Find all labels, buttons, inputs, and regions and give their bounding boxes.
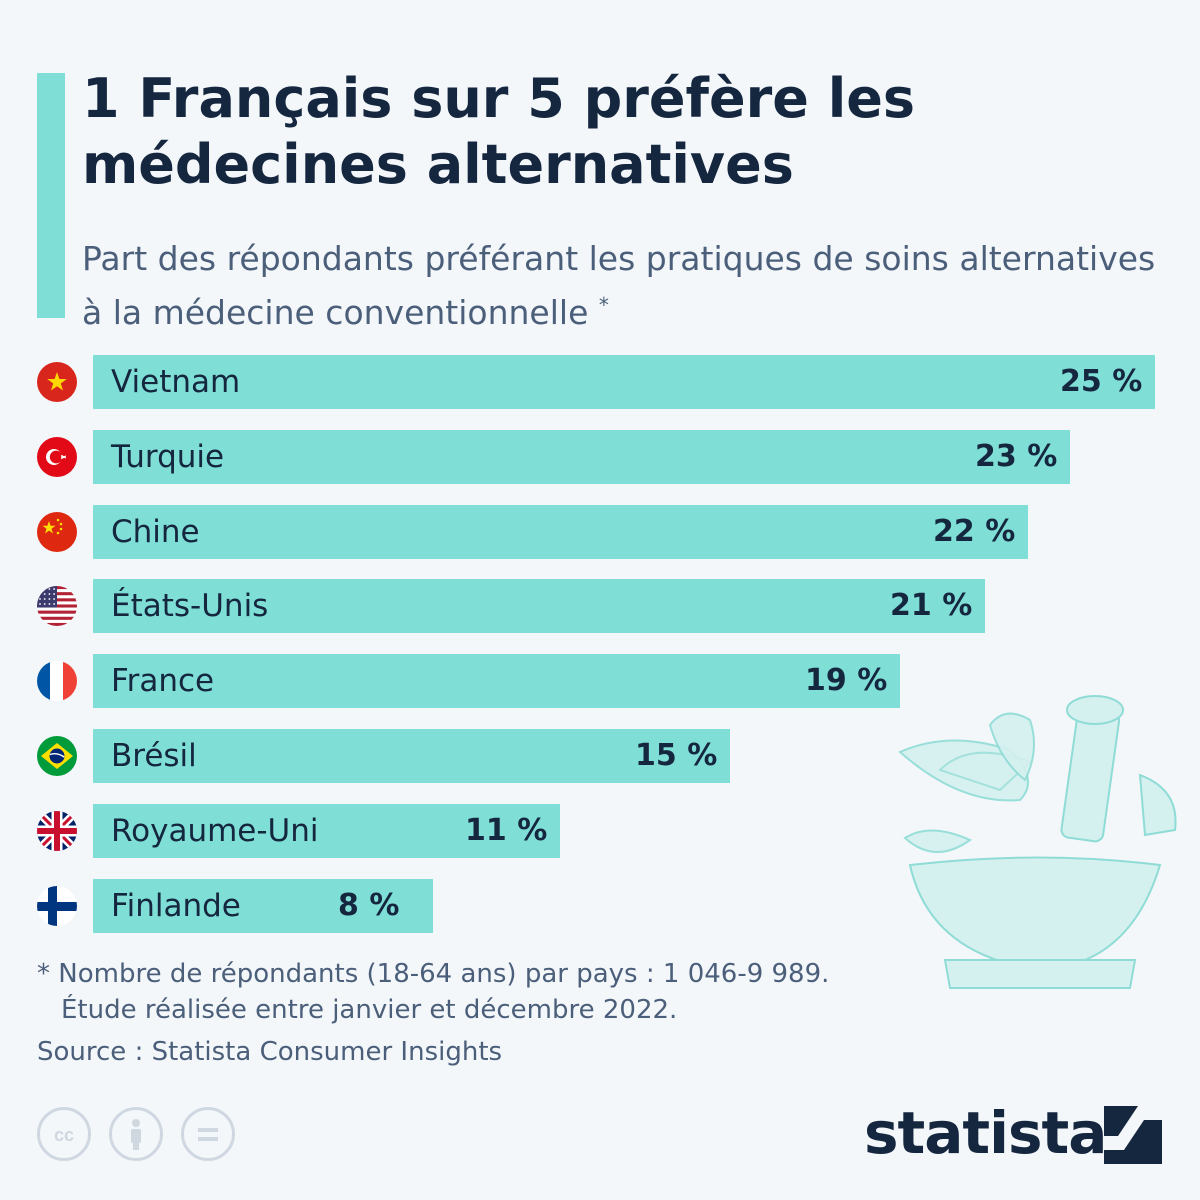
value-label-etats-unis: 21 % — [890, 588, 973, 624]
value-label-vietnam: 25 % — [1060, 364, 1143, 399]
uk-flag-icon — [37, 810, 77, 851]
bar-etats-unis — [93, 579, 985, 634]
footnote-line-2: Étude réalisée entre janvier et décembre… — [61, 995, 678, 1025]
subtitle-footnote-marker: * — [598, 293, 609, 317]
bar-row-finlande: Finlande 8 % — [37, 878, 1162, 933]
bar-vietnam — [93, 355, 1155, 409]
turkey-flag-icon — [37, 436, 77, 477]
attribution-icon[interactable] — [109, 1107, 163, 1161]
bar-chine — [93, 504, 1028, 559]
category-label-france: France — [111, 663, 215, 700]
title-accent-bar — [37, 73, 65, 318]
subtitle-text: Part des répondants préférant les pratiq… — [82, 239, 1156, 332]
bar-bresil — [93, 729, 730, 783]
category-label-vietnam: Vietnam — [111, 364, 241, 400]
category-label-turquie: Turquie — [111, 438, 225, 475]
vietnam-flag-icon — [37, 362, 77, 402]
bar-row-chine: Chine 22 % — [37, 504, 1162, 559]
france-flag-icon — [37, 661, 77, 702]
bar-row-etats-unis: États-Unis 21 % — [37, 579, 1162, 634]
svg-text:cc: cc — [54, 1125, 74, 1145]
brand-name: statista — [864, 1099, 1107, 1167]
statista-logo[interactable]: statista — [864, 1098, 1164, 1168]
footnote: * Nombre de répondants (18-64 ans) par p… — [37, 956, 829, 1028]
license-icons: cc — [37, 1107, 247, 1167]
finland-flag-icon — [37, 885, 77, 926]
mortar-pestle-illustration — [898, 695, 1177, 989]
chart-title: 1 Français sur 5 préfère les médecines a… — [82, 67, 915, 196]
bar-row-france: France 19 % — [37, 654, 1162, 709]
bar-row-bresil: Brésil 15 % — [37, 729, 1162, 783]
statista-mark-icon — [1104, 1106, 1162, 1164]
brazil-flag-icon — [37, 736, 77, 776]
no-derivatives-icon[interactable] — [181, 1107, 235, 1161]
source-text: Source : Statista Consumer Insights — [37, 1037, 503, 1067]
category-label-finlande: Finlande — [111, 887, 241, 924]
bar-row-turquie: Turquie 23 % — [37, 429, 1162, 484]
bar-turquie — [93, 429, 1070, 484]
category-label-royaume-uni: Royaume-Uni — [111, 812, 319, 849]
category-label-bresil: Brésil — [111, 738, 197, 774]
footnote-line-1: * Nombre de répondants (18-64 ans) par p… — [37, 959, 830, 989]
value-label-france: 19 % — [805, 663, 888, 699]
category-label-etats-unis: États-Unis — [111, 588, 269, 625]
bar-royaume-uni — [93, 803, 560, 858]
value-label-finlande: 8 % — [338, 887, 400, 923]
bar-france — [93, 654, 900, 709]
bar-row-royaume-uni: Royaume-Uni 11 % — [37, 803, 1162, 858]
category-label-chine: Chine — [111, 513, 200, 550]
bar-row-vietnam: Vietnam 25 % — [37, 355, 1162, 409]
bar-finlande — [93, 878, 433, 933]
china-flag-icon — [37, 511, 77, 552]
value-label-turquie: 23 % — [975, 438, 1058, 474]
value-label-royaume-uni: 11 % — [465, 812, 548, 848]
chart-subtitle: Part des répondants préférant les pratiq… — [82, 236, 1162, 336]
value-label-bresil: 15 % — [635, 738, 718, 773]
usa-flag-icon — [37, 586, 77, 627]
cc-icon[interactable]: cc — [37, 1107, 91, 1161]
value-label-chine: 22 % — [933, 513, 1016, 549]
